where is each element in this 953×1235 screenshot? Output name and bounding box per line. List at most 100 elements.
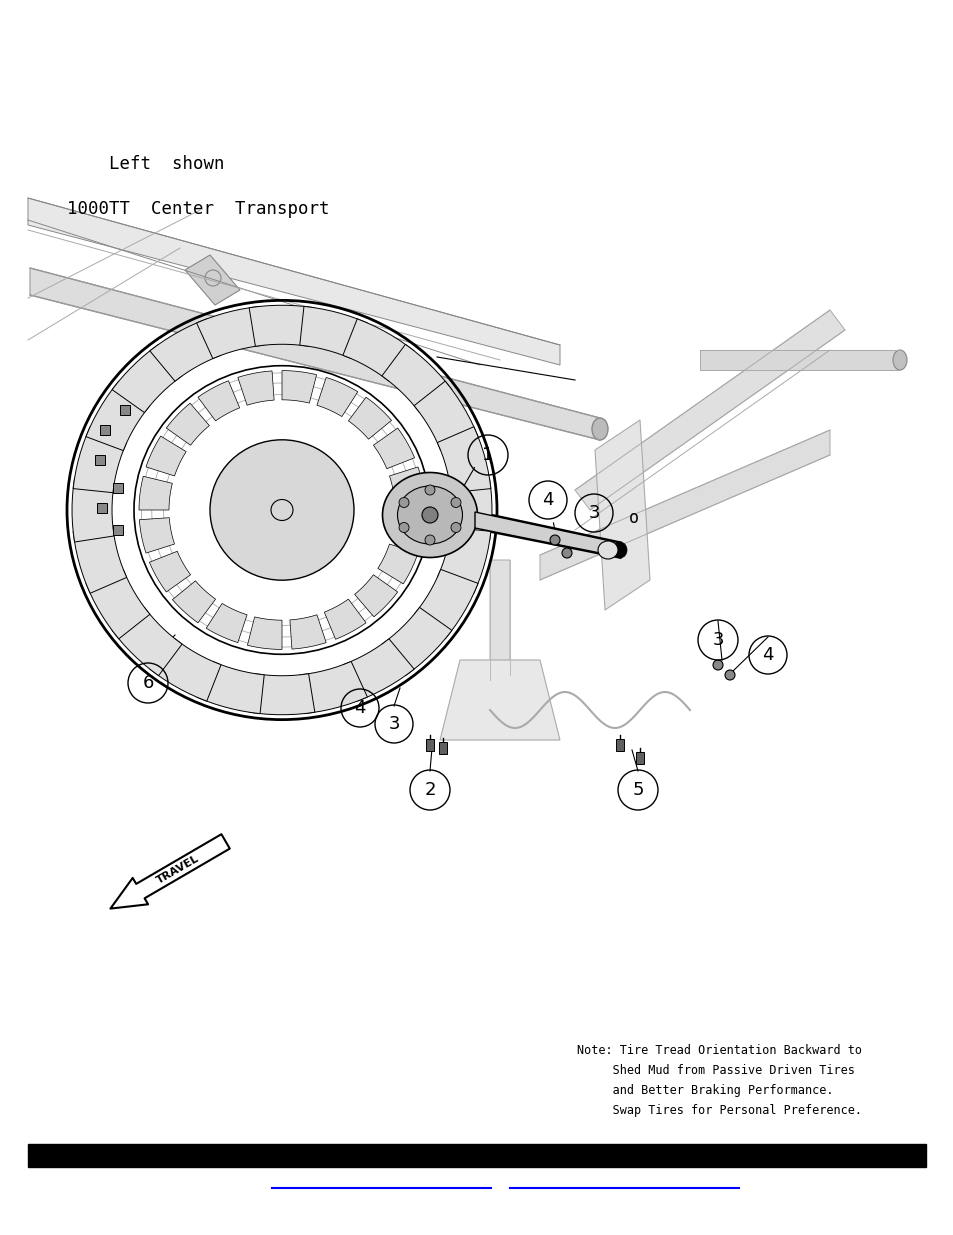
Polygon shape (112, 608, 182, 676)
FancyArrowPatch shape (111, 834, 230, 909)
Polygon shape (249, 674, 314, 715)
Polygon shape (450, 478, 492, 542)
Bar (28, 1151, 925, 1167)
Polygon shape (28, 198, 559, 366)
Bar (112, 483, 123, 493)
Text: 3: 3 (588, 504, 599, 522)
Ellipse shape (382, 473, 477, 557)
Polygon shape (539, 430, 829, 580)
Polygon shape (112, 345, 182, 412)
Text: 3: 3 (712, 631, 723, 650)
Polygon shape (150, 319, 221, 382)
Polygon shape (355, 574, 397, 616)
Polygon shape (282, 370, 316, 403)
Polygon shape (150, 551, 191, 592)
Circle shape (398, 498, 409, 508)
Text: 4: 4 (541, 492, 553, 509)
Polygon shape (86, 569, 150, 638)
Polygon shape (73, 427, 127, 493)
Polygon shape (196, 306, 264, 358)
Bar (95, 454, 105, 466)
Circle shape (398, 522, 409, 532)
Text: 3: 3 (388, 715, 399, 734)
Polygon shape (348, 398, 391, 440)
Polygon shape (342, 638, 414, 701)
Polygon shape (30, 268, 599, 440)
Polygon shape (475, 513, 619, 557)
Text: 2: 2 (424, 781, 436, 799)
Text: Note: Tire Tread Orientation Backward to
     Shed Mud from Passive Driven Tires: Note: Tire Tread Orientation Backward to… (577, 1044, 862, 1116)
Polygon shape (73, 527, 127, 593)
Bar (426, 739, 434, 751)
Bar (112, 525, 123, 535)
Polygon shape (139, 477, 172, 510)
Circle shape (724, 671, 734, 680)
Polygon shape (381, 345, 452, 412)
Circle shape (451, 498, 460, 508)
Circle shape (451, 522, 460, 532)
Text: Left  shown: Left shown (67, 154, 224, 173)
Polygon shape (86, 382, 150, 451)
Polygon shape (72, 478, 114, 542)
Polygon shape (377, 545, 417, 584)
Polygon shape (595, 420, 649, 610)
Polygon shape (436, 527, 491, 593)
Polygon shape (439, 659, 559, 740)
Polygon shape (139, 517, 174, 553)
Ellipse shape (397, 487, 462, 543)
Polygon shape (414, 382, 477, 451)
Text: TRAVEL: TRAVEL (154, 853, 201, 887)
Bar (28, 1144, 925, 1151)
Polygon shape (392, 510, 424, 543)
Circle shape (712, 659, 722, 671)
Ellipse shape (592, 417, 607, 440)
Polygon shape (249, 305, 314, 346)
Polygon shape (146, 436, 186, 475)
Bar (120, 405, 130, 415)
Polygon shape (490, 559, 510, 680)
Polygon shape (172, 580, 215, 622)
Bar (616, 739, 623, 751)
Polygon shape (414, 569, 477, 638)
Polygon shape (150, 638, 221, 701)
Text: 5: 5 (632, 781, 643, 799)
Bar (97, 503, 107, 513)
Ellipse shape (892, 350, 906, 370)
Bar (438, 742, 447, 755)
Bar (636, 752, 643, 764)
Polygon shape (342, 319, 414, 382)
Circle shape (424, 535, 435, 545)
Polygon shape (700, 350, 899, 370)
Ellipse shape (598, 541, 618, 559)
Polygon shape (197, 380, 239, 421)
Circle shape (424, 485, 435, 495)
Polygon shape (299, 662, 367, 714)
Polygon shape (389, 467, 424, 503)
Ellipse shape (210, 440, 354, 580)
Circle shape (550, 535, 559, 545)
Polygon shape (206, 604, 247, 642)
Circle shape (421, 508, 437, 522)
Text: 4: 4 (354, 699, 365, 718)
Polygon shape (575, 310, 844, 510)
Text: 1: 1 (482, 446, 493, 464)
Polygon shape (196, 662, 264, 714)
Ellipse shape (613, 542, 626, 558)
Polygon shape (237, 370, 274, 405)
Polygon shape (290, 615, 326, 650)
Polygon shape (316, 378, 357, 416)
Polygon shape (381, 608, 452, 676)
Polygon shape (166, 403, 209, 446)
Text: o: o (628, 509, 639, 527)
Polygon shape (436, 427, 491, 493)
Polygon shape (373, 429, 415, 469)
Text: 6: 6 (142, 674, 153, 692)
Polygon shape (247, 618, 282, 650)
Text: 4: 4 (761, 646, 773, 664)
Polygon shape (185, 254, 240, 305)
Polygon shape (324, 599, 366, 640)
Polygon shape (299, 306, 367, 358)
Circle shape (561, 548, 572, 558)
Bar (100, 425, 110, 435)
Text: 1000TT  Center  Transport: 1000TT Center Transport (67, 200, 329, 219)
